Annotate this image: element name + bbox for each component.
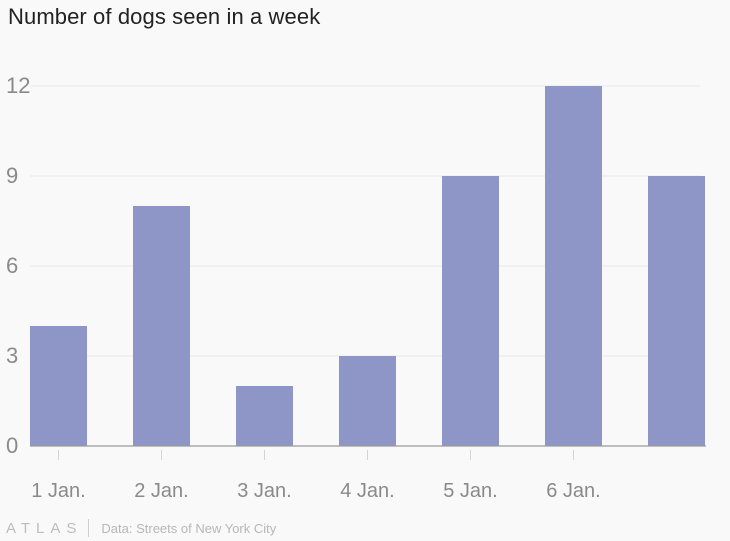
y-tick-label: 3	[6, 343, 18, 368]
chart-title: Number of dogs seen in a week	[8, 4, 321, 29]
footer: ATLAS Data: Streets of New York City	[6, 519, 276, 537]
y-tick-label: 12	[6, 73, 30, 98]
y-tick-label: 0	[6, 433, 18, 458]
x-tick-label: 5 Jan.	[443, 480, 497, 502]
footer-separator	[88, 519, 90, 537]
bar	[648, 176, 705, 446]
bar	[339, 356, 396, 446]
bar	[545, 86, 602, 446]
x-tick-label: 4 Jan.	[340, 480, 394, 502]
x-tick-label: 3 Jan.	[237, 480, 291, 502]
bar	[133, 206, 190, 446]
y-tick-label: 6	[6, 253, 18, 278]
y-axis-ticks: 0 3 6 9 12	[6, 73, 30, 458]
bar	[236, 386, 293, 446]
bar	[30, 326, 87, 446]
x-tick-label: 2 Jan.	[134, 480, 188, 502]
bar	[442, 176, 499, 446]
atlas-logo: ATLAS	[6, 519, 83, 537]
x-axis-ticks: 1 Jan. 2 Jan. 3 Jan. 4 Jan. 5 Jan. 6 Jan.	[31, 450, 601, 502]
source-note: Data: Streets of New York City	[101, 520, 277, 536]
x-tick-label: 6 Jan.	[546, 480, 600, 502]
y-tick-label: 9	[6, 163, 18, 188]
bars	[30, 86, 705, 446]
x-tick-label: 1 Jan.	[31, 480, 85, 502]
